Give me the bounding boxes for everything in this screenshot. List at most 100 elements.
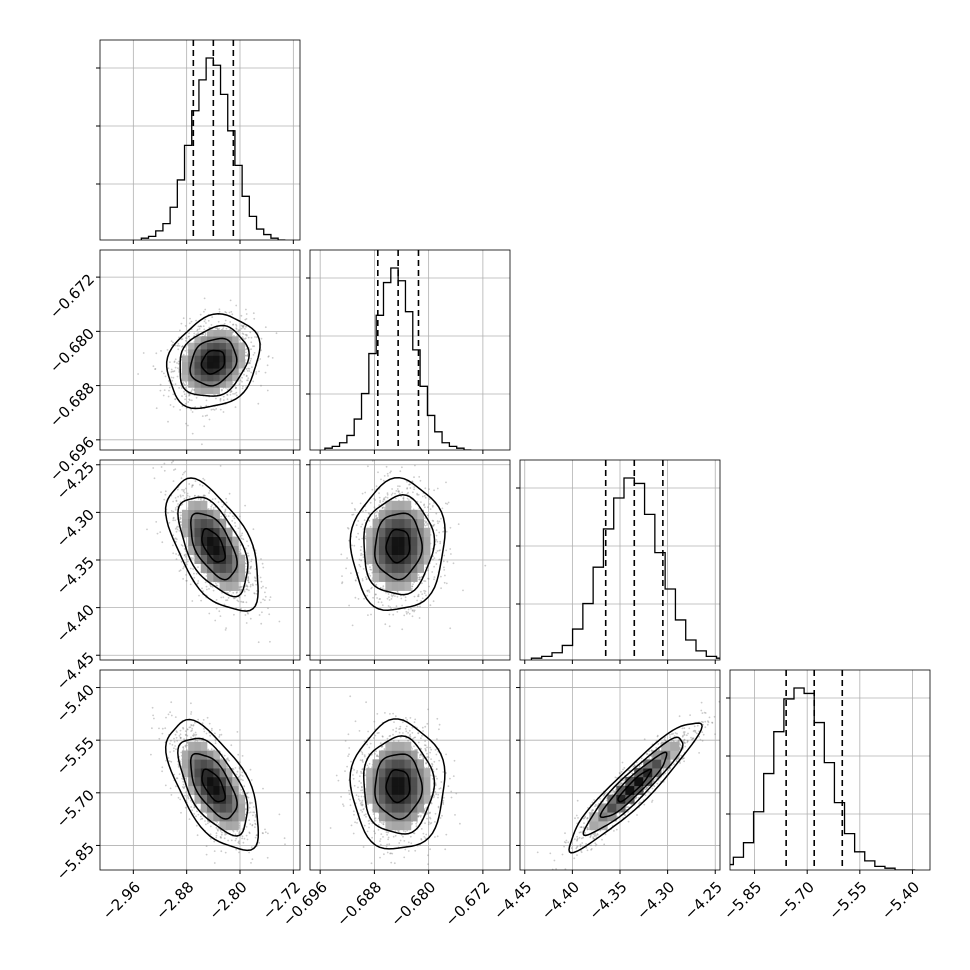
density-panel-0-2 [146, 429, 281, 644]
scatter-point [170, 368, 173, 371]
panel-frame [519, 459, 721, 661]
panel-frame [309, 249, 511, 451]
scatter-point [156, 532, 159, 535]
scatter-point [366, 589, 369, 592]
scatter-point [361, 537, 364, 540]
scatter-point [176, 528, 179, 531]
contour-line [177, 496, 249, 598]
scatter-point [235, 592, 238, 594]
scatter-point [418, 578, 420, 581]
scatter-point [221, 388, 223, 391]
scatter-point [241, 835, 244, 838]
scatter-point [363, 519, 366, 521]
scatter-point [365, 578, 368, 580]
scatter-point [424, 517, 426, 519]
scatter-point [207, 319, 210, 322]
scatter-point [265, 587, 267, 589]
scatter-point [249, 572, 252, 575]
scatter-point [203, 310, 205, 313]
scatter-point [446, 503, 449, 505]
scatter-point [223, 511, 226, 513]
scatter-point [205, 585, 208, 588]
scatter-point [387, 475, 389, 477]
scatter-point [350, 572, 352, 575]
scatter-point [242, 601, 245, 603]
scatter-point [230, 390, 233, 392]
density-cell [188, 545, 195, 555]
scatter-point [420, 576, 423, 579]
scatter-point [185, 337, 188, 340]
scatter-point [175, 499, 178, 502]
scatter-point [211, 498, 214, 501]
scatter-point [238, 552, 241, 555]
scatter-point [174, 497, 177, 499]
scatter-point [173, 429, 175, 431]
scatter-point [241, 380, 243, 383]
scatter-point [245, 584, 248, 586]
scatter-point [346, 527, 349, 529]
scatter-point [215, 408, 218, 410]
scatter-point [247, 544, 250, 547]
scatter-point [437, 522, 439, 525]
scatter-point [262, 585, 264, 588]
density-cell [232, 336, 239, 343]
scatter-point [278, 620, 281, 623]
scatter-point [245, 622, 248, 624]
density-cell [404, 572, 412, 582]
scatter-point [161, 370, 163, 373]
scatter-point [413, 610, 415, 613]
scatter-point [266, 364, 269, 367]
scatter-point [375, 514, 378, 517]
scatter-point [249, 567, 252, 570]
scatter-point [261, 562, 264, 565]
density-cell [398, 518, 405, 529]
scatter-point [208, 418, 211, 421]
scatter-point [246, 838, 249, 841]
density-cell [232, 545, 239, 555]
scatter-point [227, 592, 229, 594]
scatter-point [267, 356, 270, 358]
scatter-point [371, 586, 373, 589]
scatter-point [206, 414, 209, 417]
scatter-point [182, 381, 185, 384]
scatter-point [235, 837, 238, 840]
density-cell [213, 342, 220, 350]
histogram-2 [530, 460, 720, 660]
scatter-point [152, 365, 155, 368]
scatter-point [234, 406, 237, 408]
scatter-point [261, 611, 263, 614]
scatter-point [195, 733, 198, 736]
scatter-point [169, 361, 171, 363]
scatter-point [230, 398, 233, 401]
scatter-point [428, 585, 430, 588]
scatter-point [216, 326, 218, 329]
scatter-point [408, 499, 410, 501]
scatter-point [362, 510, 364, 513]
scatter-point [235, 394, 238, 397]
density-cell [200, 545, 208, 555]
scatter-point [239, 768, 242, 771]
density-cell [188, 536, 195, 547]
scatter-point [212, 507, 215, 509]
scatter-point [142, 352, 145, 354]
scatter-point [229, 391, 232, 394]
scatter-point [262, 566, 265, 569]
scatter-point [383, 506, 386, 509]
scatter-point [204, 332, 207, 334]
density-cell [219, 368, 227, 375]
scatter-point [239, 548, 242, 551]
scatter-point [248, 367, 251, 370]
scatter-point [351, 544, 353, 547]
scatter-point [186, 749, 188, 751]
scatter-point [341, 582, 343, 585]
scatter-point [376, 517, 378, 520]
density-cell [188, 342, 195, 350]
scatter-point [164, 493, 167, 496]
scatter-point [242, 385, 244, 388]
scatter-point [387, 593, 390, 595]
scatter-point [218, 310, 221, 313]
scatter-point [245, 562, 248, 565]
density-cell [404, 536, 412, 547]
scatter-point [246, 540, 248, 543]
scatter-point [163, 469, 166, 472]
